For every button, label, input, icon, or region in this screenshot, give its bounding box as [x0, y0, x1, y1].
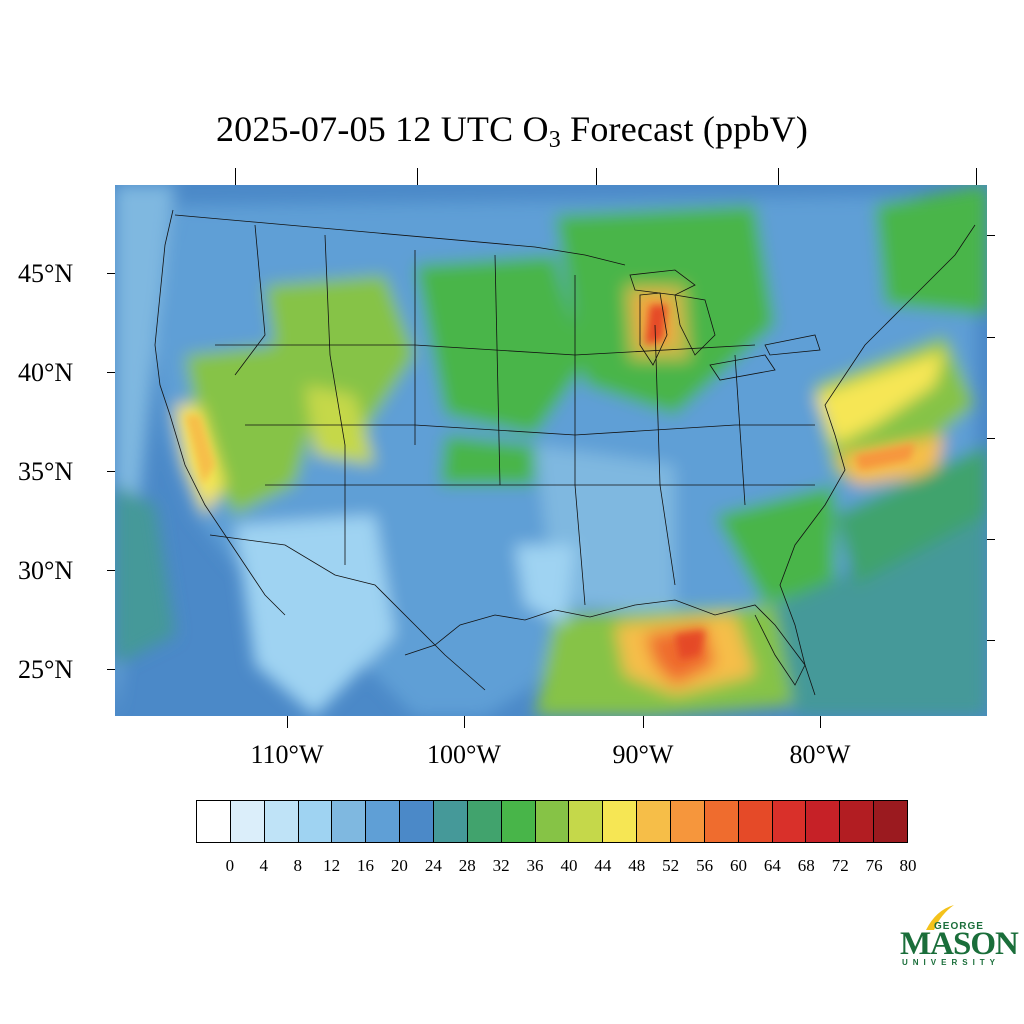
map-title: 2025-07-05 12 UTC O3 Forecast (ppbV): [215, 109, 809, 153]
lat-label-40: 40°N: [18, 358, 74, 387]
colorbar-tick-label: 56: [696, 856, 714, 875]
colorbar-tick-label: 12: [323, 856, 341, 875]
tick-mark: [987, 337, 995, 338]
logo-line-mason: MASON: [900, 926, 1019, 962]
lon-label-100: 100°W: [427, 740, 501, 769]
colorbar-swatch: [704, 801, 739, 842]
logo-line-university: UNIVERSITY: [902, 958, 1001, 967]
colorbar-tick-label: 24: [424, 856, 442, 875]
colorbar-swatch: [569, 801, 604, 842]
colorbar-swatch: [806, 801, 841, 842]
colorbar-swatch: [840, 801, 875, 842]
tick-mark: [976, 168, 977, 185]
tick-mark: [287, 716, 288, 728]
colorbar-tick-label: 80: [899, 856, 917, 875]
tick-mark: [464, 716, 465, 728]
lat-label-25: 25°N: [18, 655, 74, 684]
logo-line-george: GEORGE: [934, 921, 984, 932]
lat-label-35: 35°N: [18, 457, 74, 486]
tick-mark: [643, 716, 644, 728]
colorbar-tick-label: 48: [628, 856, 646, 875]
colorbar-tick-label: 16: [357, 856, 375, 875]
colorbar-swatch: [434, 801, 468, 842]
tick-mark: [987, 640, 995, 641]
tick-mark: [820, 716, 821, 728]
ozone-colorbar: [196, 800, 908, 843]
colorbar-tick-label: 4: [259, 856, 269, 875]
colorbar-swatch: [366, 801, 401, 842]
colorbar-swatch: [671, 801, 705, 842]
tick-mark: [987, 438, 995, 439]
tick-mark: [235, 168, 236, 185]
colorbar-swatch: [400, 801, 435, 842]
lat-label-30: 30°N: [18, 556, 74, 585]
colorbar-tick-label: 28: [458, 856, 476, 875]
colorbar-tick-label: 44: [594, 856, 612, 875]
colorbar-swatch: [501, 801, 536, 842]
colorbar-swatch: [298, 801, 333, 842]
tick-mark: [987, 539, 995, 540]
tick-mark: [107, 372, 115, 373]
tick-mark: [107, 669, 115, 670]
tick-mark: [596, 168, 597, 185]
colorbar-tick-label: 36: [526, 856, 544, 875]
lon-label-80: 80°W: [789, 740, 851, 769]
colorbar-tick-label: 0: [225, 856, 235, 875]
tick-mark: [987, 235, 995, 236]
map-boundaries: [154, 209, 976, 696]
colorbar-swatch: [874, 801, 908, 842]
lon-label-90: 90°W: [612, 740, 674, 769]
lat-label-45: 45°N: [18, 259, 74, 288]
tick-mark: [417, 168, 418, 185]
colorbar-swatch: [230, 801, 265, 842]
colorbar-swatch: [738, 801, 773, 842]
tick-mark: [107, 570, 115, 571]
tick-mark: [107, 471, 115, 472]
colorbar-tick-label: 60: [729, 856, 747, 875]
colorbar-tick-label: 40: [560, 856, 578, 875]
colorbar-swatch: [637, 801, 672, 842]
colorbar-tick-label: 52: [662, 856, 680, 875]
george-mason-logo: GEORGE MASON UNIVERSITY: [896, 900, 1019, 970]
colorbar-tick-label: 64: [763, 856, 781, 875]
colorbar-swatch: [772, 801, 807, 842]
colorbar-tick-label: 72: [831, 856, 849, 875]
logo-swoosh-icon: [926, 905, 954, 930]
ozone-map-layers: [115, 185, 987, 716]
tick-mark: [778, 168, 779, 185]
colorbar-swatch: [467, 801, 502, 842]
colorbar-tick-label: 76: [865, 856, 883, 875]
colorbar-tick-label: 68: [797, 856, 815, 875]
tick-mark: [107, 273, 115, 274]
colorbar-swatch: [535, 801, 570, 842]
colorbar-swatch: [264, 801, 299, 842]
lon-label-110: 110°W: [250, 740, 324, 769]
colorbar-tick-label: 20: [390, 856, 408, 875]
colorbar-tick-label: 32: [492, 856, 510, 875]
colorbar-tick-label: 8: [293, 856, 302, 875]
colorbar-swatch: [197, 801, 231, 842]
colorbar-swatch: [603, 801, 638, 842]
colorbar-swatch: [332, 801, 367, 842]
